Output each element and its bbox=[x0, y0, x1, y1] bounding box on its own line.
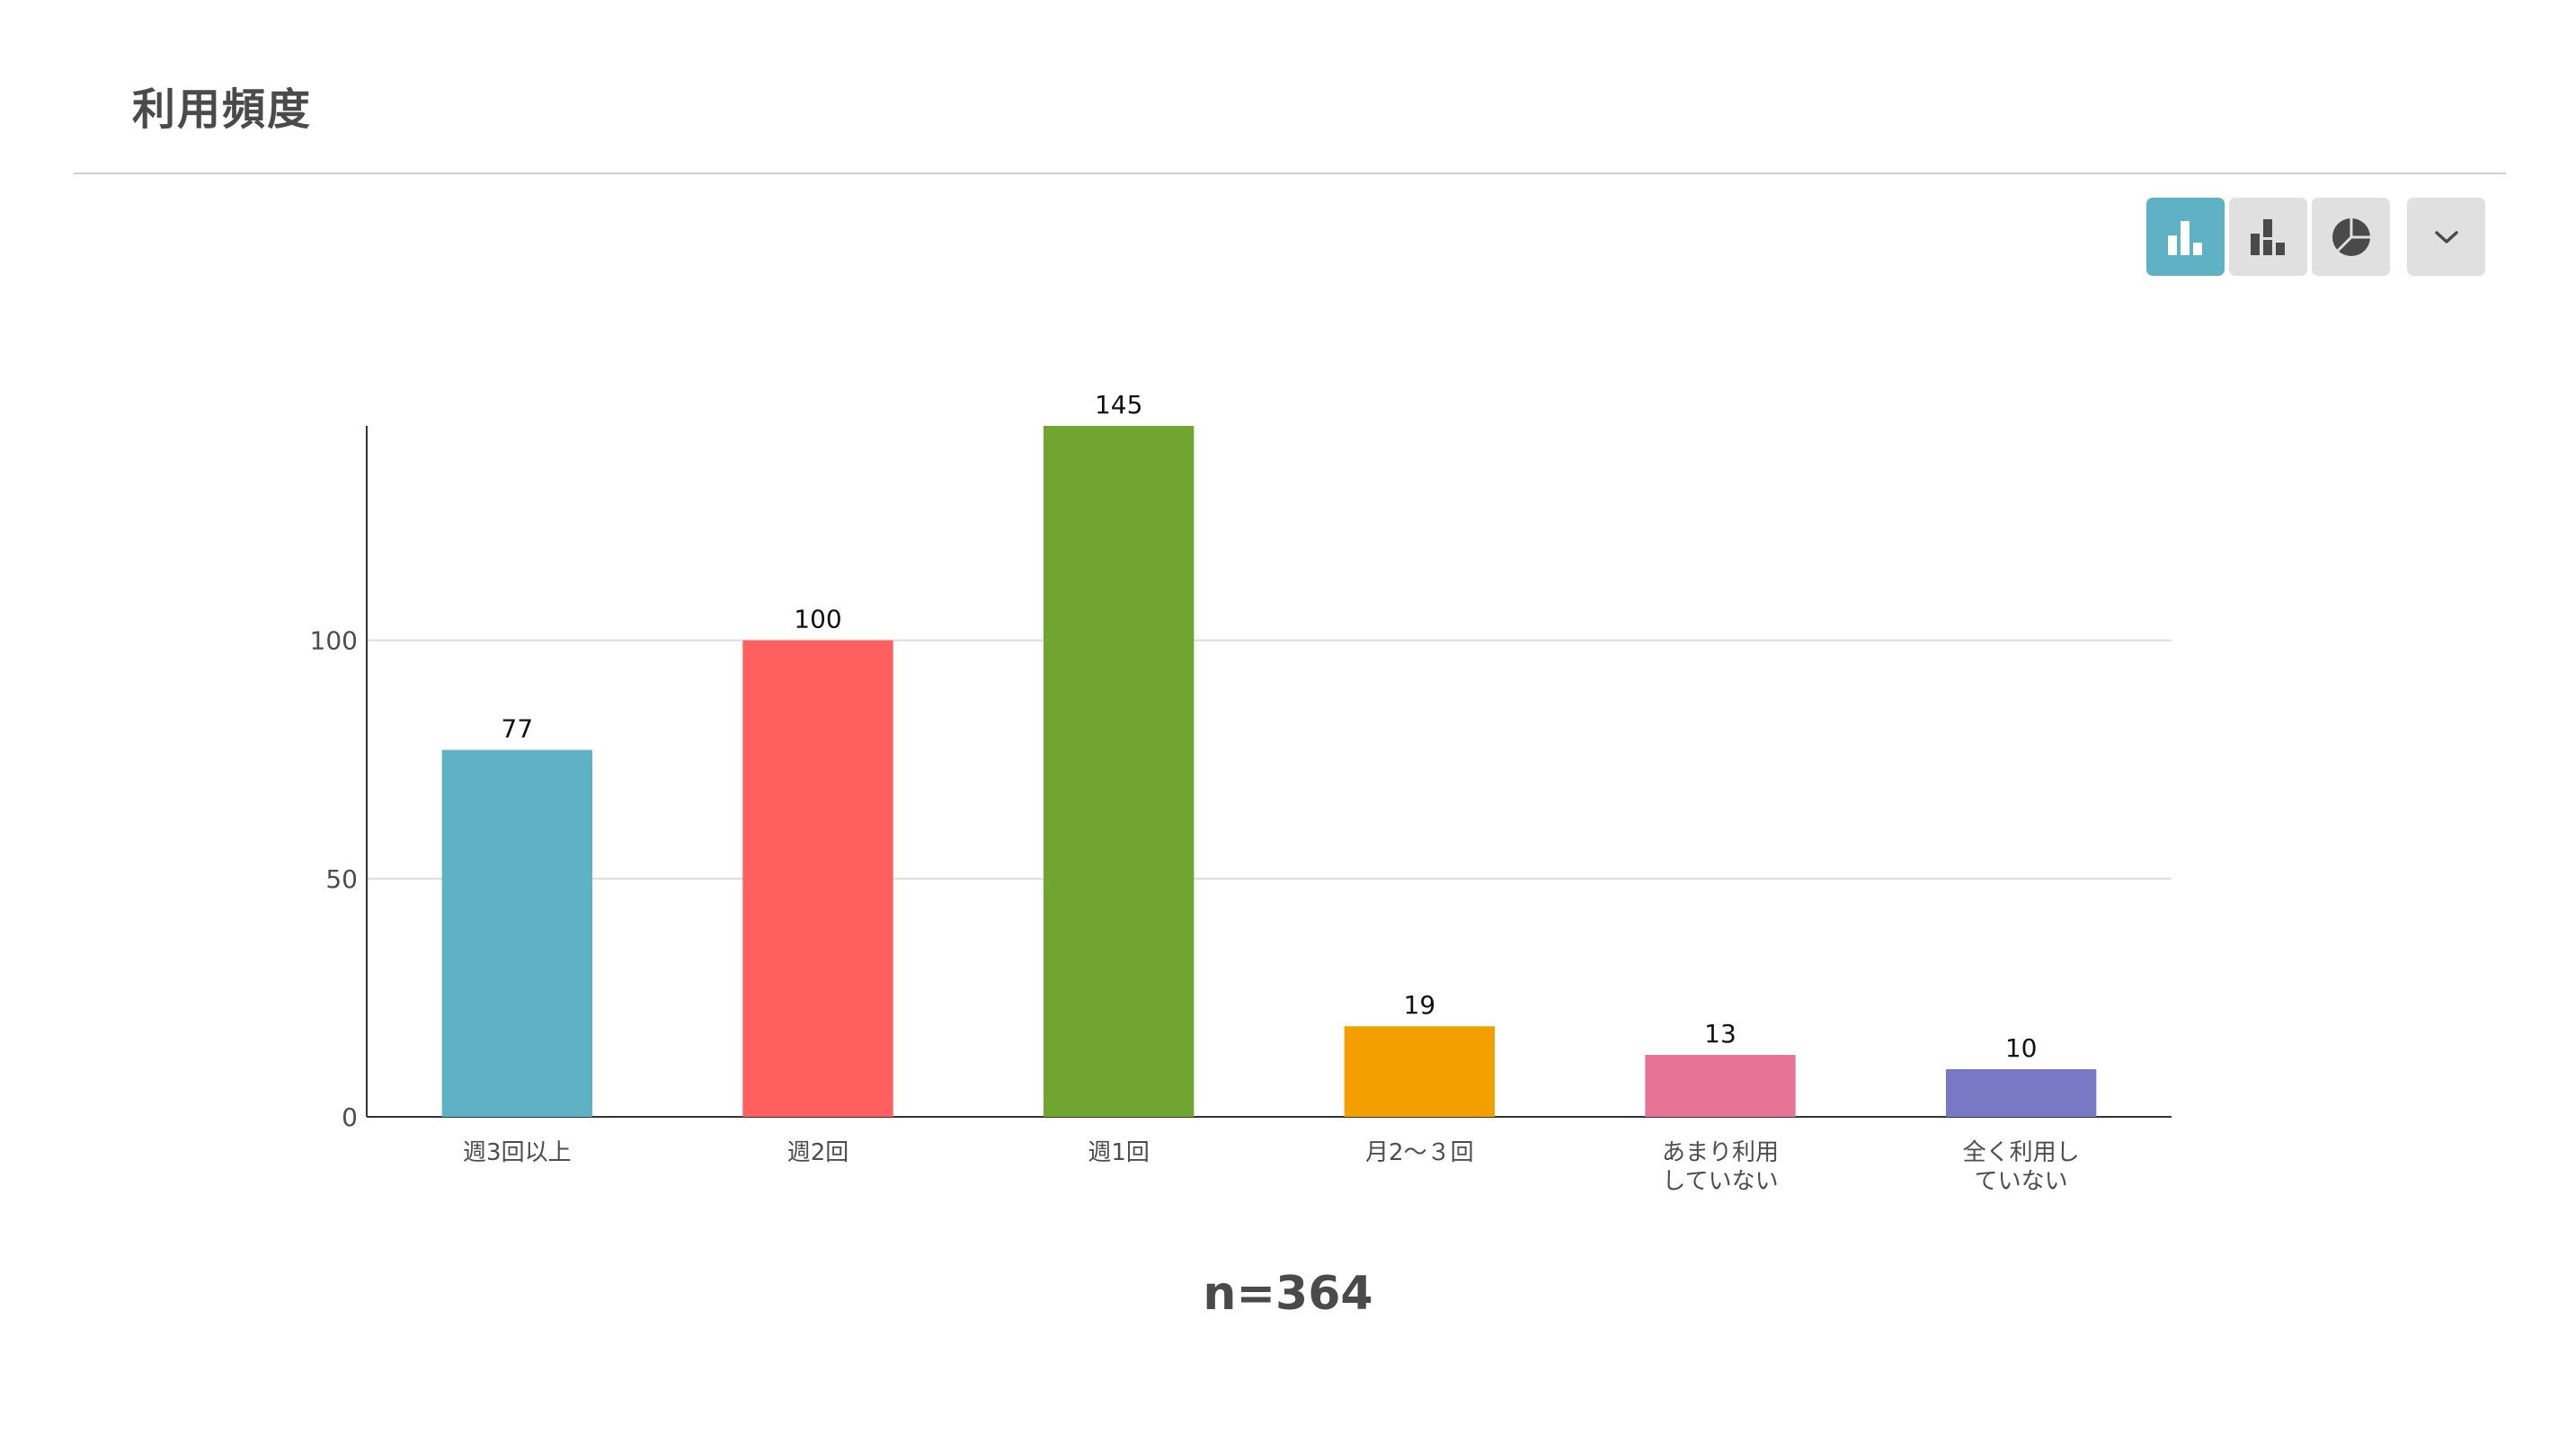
x-tick-label: 週1回 bbox=[1088, 1139, 1150, 1166]
header-divider bbox=[74, 173, 2506, 174]
sample-size-label: n=364 bbox=[1203, 1267, 1373, 1321]
data-label: 77 bbox=[502, 714, 534, 744]
stacked-bar-chart-icon bbox=[2250, 218, 2285, 255]
page-title: 利用頻度 bbox=[132, 84, 313, 135]
data-label: 10 bbox=[2005, 1033, 2038, 1063]
bar bbox=[742, 640, 893, 1117]
bar bbox=[1645, 1055, 1796, 1117]
x-tick-label: 全く利用していない bbox=[1963, 1139, 2080, 1195]
x-tick-label: 週3回以上 bbox=[463, 1139, 572, 1166]
bar bbox=[1946, 1068, 2097, 1117]
x-tick-label: 月2～３回 bbox=[1365, 1139, 1474, 1166]
data-label: 13 bbox=[1704, 1019, 1737, 1049]
bar bbox=[1044, 426, 1195, 1117]
pie-chart-button[interactable] bbox=[2312, 198, 2390, 276]
pie-chart-icon bbox=[2332, 217, 2370, 256]
options-dropdown-button[interactable] bbox=[2407, 198, 2485, 276]
y-tick-label: 50 bbox=[325, 864, 358, 894]
data-label: 19 bbox=[1404, 990, 1436, 1020]
vertical-bar-chart-icon bbox=[2167, 220, 2202, 255]
chevron-down-icon bbox=[2434, 230, 2458, 243]
y-tick-label: 100 bbox=[310, 626, 358, 656]
bar-chart-button[interactable] bbox=[2146, 198, 2225, 276]
data-label: 100 bbox=[794, 605, 841, 634]
x-tick-label: 週2回 bbox=[787, 1139, 849, 1166]
data-label: 145 bbox=[1095, 390, 1142, 420]
stacked-bar-chart-button[interactable] bbox=[2229, 198, 2307, 276]
y-tick-label: 0 bbox=[342, 1102, 358, 1132]
x-tick-label: あまり利用していない bbox=[1662, 1139, 1779, 1195]
bar bbox=[1344, 1026, 1495, 1117]
bar bbox=[441, 749, 592, 1117]
